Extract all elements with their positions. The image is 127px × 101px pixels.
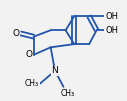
Text: OH: OH	[105, 12, 118, 21]
Text: OH: OH	[105, 26, 118, 35]
Text: N: N	[52, 66, 58, 75]
Text: O: O	[13, 29, 20, 38]
Text: CH₃: CH₃	[25, 79, 39, 88]
Text: O: O	[26, 50, 33, 59]
Text: CH₃: CH₃	[61, 89, 75, 98]
